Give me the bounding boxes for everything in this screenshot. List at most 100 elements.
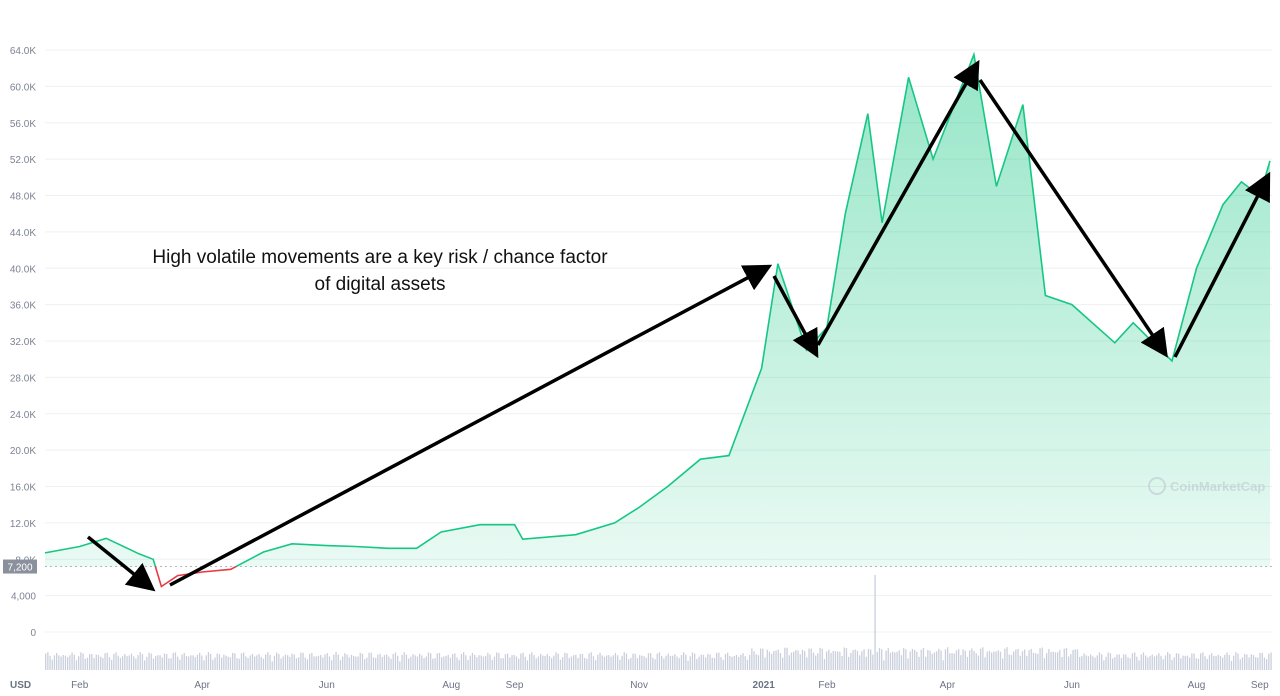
volume-bar bbox=[370, 652, 372, 670]
volume-bar bbox=[1013, 651, 1015, 670]
volume-bar bbox=[498, 653, 500, 670]
volume-bar bbox=[346, 654, 348, 670]
volume-bar bbox=[1019, 655, 1021, 670]
volume-bar bbox=[711, 657, 713, 670]
volume-bar bbox=[810, 648, 812, 670]
volume-bar bbox=[1244, 654, 1246, 670]
volume-bar bbox=[977, 655, 980, 670]
volume-bar bbox=[337, 654, 339, 670]
volume-bar bbox=[427, 652, 430, 670]
volume-bar bbox=[438, 652, 441, 670]
volume-bar bbox=[1250, 654, 1252, 670]
volume-bar bbox=[161, 657, 163, 670]
volume-bar bbox=[357, 656, 359, 670]
volume-bar bbox=[837, 651, 839, 670]
annotation-line-2: of digital assets bbox=[314, 274, 446, 295]
volume-bar bbox=[309, 653, 311, 670]
volume-bar bbox=[733, 655, 735, 670]
volume-bar bbox=[227, 656, 229, 670]
volume-bar bbox=[317, 655, 320, 670]
volume-bar bbox=[236, 658, 238, 670]
volume-bar bbox=[652, 657, 654, 670]
volume-bar bbox=[192, 655, 194, 670]
volume-bar bbox=[247, 657, 249, 670]
volume-bar bbox=[544, 656, 546, 670]
volume-bar bbox=[898, 650, 900, 670]
volume-bar bbox=[619, 659, 621, 670]
volume-bar bbox=[991, 652, 993, 670]
volume-bar bbox=[238, 658, 240, 670]
volume-bar bbox=[366, 657, 368, 670]
volume-bar bbox=[698, 656, 700, 670]
volume-bar bbox=[45, 653, 47, 670]
volume-bar bbox=[889, 652, 892, 670]
volume-bar bbox=[933, 652, 936, 670]
volume-bar bbox=[190, 655, 192, 670]
volume-bar bbox=[500, 658, 502, 670]
volume-bar bbox=[353, 655, 355, 670]
y-tick-label: 52.0K bbox=[10, 155, 36, 166]
volume-bar bbox=[392, 653, 394, 670]
volume-bar bbox=[80, 652, 82, 670]
volume-bar bbox=[592, 656, 595, 670]
volume-bar bbox=[650, 653, 652, 670]
volume-bar bbox=[894, 652, 896, 670]
volume-bar bbox=[1118, 654, 1120, 670]
volume-bar bbox=[1035, 653, 1037, 670]
volume-bar bbox=[386, 654, 388, 670]
volume-bar bbox=[342, 656, 344, 670]
volume-bar bbox=[485, 655, 487, 670]
volume-bar bbox=[507, 653, 509, 670]
volume-bar bbox=[595, 660, 597, 670]
volume-bar bbox=[1204, 656, 1206, 670]
volume-bar bbox=[900, 655, 903, 670]
volume-bar bbox=[1268, 653, 1270, 670]
volume-bar bbox=[1145, 655, 1147, 670]
volume-bar bbox=[878, 647, 881, 670]
volume-bar bbox=[425, 656, 427, 670]
x-tick-label: 2021 bbox=[753, 680, 776, 691]
volume-bar bbox=[975, 653, 977, 670]
volume-bar bbox=[469, 655, 471, 670]
volume-bar bbox=[104, 653, 106, 670]
volume-bar bbox=[339, 660, 342, 670]
x-tick-label: Apr bbox=[940, 680, 956, 691]
volume-bar bbox=[1224, 654, 1226, 670]
volume-bar bbox=[504, 654, 507, 670]
volume-bar bbox=[465, 655, 467, 670]
volume-bar bbox=[1092, 656, 1094, 670]
volume-bar bbox=[603, 656, 606, 670]
volume-bar bbox=[1153, 656, 1156, 670]
volume-bar bbox=[491, 659, 493, 670]
y-tick-label: 60.0K bbox=[10, 82, 36, 93]
volume-bar bbox=[251, 653, 254, 670]
volume-bar bbox=[562, 657, 564, 670]
volume-bar bbox=[295, 658, 298, 670]
volume-bar bbox=[1149, 656, 1151, 670]
volume-bar bbox=[940, 650, 942, 670]
volume-bar bbox=[361, 653, 364, 670]
volume-bar bbox=[883, 660, 885, 670]
y-tick-label: 4,000 bbox=[11, 592, 36, 603]
volume-bar bbox=[511, 655, 513, 670]
volume-bar bbox=[1057, 652, 1059, 670]
volume-bar bbox=[1147, 657, 1149, 670]
volume-bar bbox=[1043, 658, 1046, 670]
y-tick-label: 24.0K bbox=[10, 410, 36, 421]
volume-bar bbox=[760, 648, 762, 670]
volume-bar bbox=[126, 656, 128, 670]
volume-bar bbox=[1116, 654, 1118, 670]
volume-bar bbox=[1186, 655, 1189, 670]
volume-bar bbox=[496, 652, 498, 670]
volume-bar bbox=[276, 652, 278, 670]
volume-bar bbox=[641, 655, 643, 670]
volume-bar bbox=[639, 655, 641, 670]
volume-bar bbox=[146, 656, 148, 670]
volume-bar bbox=[1219, 655, 1222, 670]
volume-bar bbox=[573, 655, 575, 670]
volume-bar bbox=[1063, 648, 1065, 670]
volume-bar bbox=[518, 658, 520, 670]
volume-bar bbox=[493, 656, 496, 670]
volume-bar bbox=[724, 654, 727, 670]
volume-bar bbox=[115, 652, 117, 670]
